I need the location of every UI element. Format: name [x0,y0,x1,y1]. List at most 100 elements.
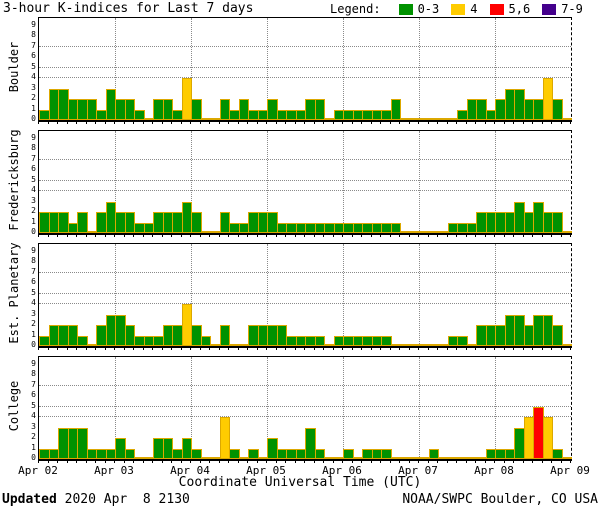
axis-tick [38,348,39,350]
day-gridline [267,131,268,233]
day-gridline [267,244,268,346]
axis-tick [86,235,87,237]
axis-tick [257,461,258,463]
axis-tick [285,235,286,237]
axis-tick [437,122,438,124]
x-tick-label: Apr 08 [474,464,514,477]
axis-tick [361,348,362,350]
axis-tick [304,235,305,237]
axis-tick [342,235,343,237]
axis-tick [380,461,381,463]
y-tick-label: 9 [31,245,36,255]
axis-tick [418,461,419,463]
k-index-bar [68,325,78,346]
y-tick-label: 3 [31,195,36,205]
axis-tick [447,122,448,124]
y-tick-label: 7 [31,40,36,50]
axis-tick [551,461,552,463]
day-gridline [267,18,268,120]
y-tick-label: 0 [31,227,36,236]
legend-swatch-icon [398,3,413,15]
axis-tick [48,235,49,237]
axis-tick [257,122,258,124]
axis-tick [447,461,448,463]
k-index-bar [562,118,572,120]
axis-tick [323,235,324,237]
axis-tick [485,348,486,350]
axis-tick [276,348,277,350]
k-index-bar [125,449,135,459]
k-index-bar [182,438,192,459]
axis-tick [48,461,49,463]
k-index-bar [87,99,97,120]
axis-tick [390,235,391,237]
k-index-bar [562,344,572,346]
axis-tick [238,461,239,463]
axis-tick [76,122,77,124]
axis-tick [380,122,381,124]
k-index-bar [315,99,325,120]
axis-tick [418,348,419,350]
axis-tick [390,122,391,124]
axis-tick [48,122,49,124]
axis-tick [152,461,153,463]
axis-tick [399,235,400,237]
y-tick-label: 0 [31,114,36,123]
day-gridline [115,18,116,120]
k-index-bar [267,99,278,120]
y-tick-label: 8 [31,256,36,266]
axis-tick [162,122,163,124]
k-index-bar [163,438,173,459]
k-index-bar [220,417,230,459]
axis-tick [437,348,438,350]
axis-tick [152,348,153,350]
k-index-bar [134,110,145,120]
axis-tick [390,348,391,350]
day-gridline [343,244,344,346]
axis-tick [285,122,286,124]
axis-tick [428,235,429,237]
axis-tick [466,348,467,350]
axis-tick [456,235,457,237]
day-gridline [115,131,116,233]
day-gridline [495,244,496,346]
axis-tick [38,461,39,463]
axis-tick [504,461,505,463]
axis-tick [266,348,267,350]
axis-tick [371,235,372,237]
axis-tick [532,348,533,350]
axis-tick [523,235,524,237]
k-index-bar [315,336,325,346]
legend-item-label: 5,6 [508,2,531,16]
k-index-bar [457,336,468,346]
axis-tick [209,461,210,463]
axis-tick [238,348,239,350]
axis-tick [314,122,315,124]
k-threshold-gridline [39,46,571,47]
axis-tick [257,348,258,350]
axis-tick [295,348,296,350]
axis-tick [171,122,172,124]
legend: Legend: 0-3 4 5,6 7-9 [330,2,583,16]
k-index-bar [125,99,135,120]
axis-tick [494,461,495,463]
y-tick-label: 6 [31,390,36,400]
axis-tick [447,348,448,350]
y-tick-label: 2 [31,206,36,216]
y-tick-label: 4 [31,298,36,308]
k-threshold-gridline [39,190,571,191]
day-gridline [115,244,116,346]
axis-tick [105,122,106,124]
axis-tick [542,348,543,350]
x-tick-label: Apr 09 [550,464,590,477]
axis-tick [323,461,324,463]
day-gridline [419,131,420,233]
panel-label-fredericksburg: Fredericksburg [7,129,21,231]
panel-plot-area [38,130,572,235]
axis-tick [304,461,305,463]
axis-tick [162,348,163,350]
axis-tick [133,235,134,237]
axis-tick [190,348,191,350]
y-tick-label: 6 [31,51,36,61]
axis-tick [247,461,248,463]
